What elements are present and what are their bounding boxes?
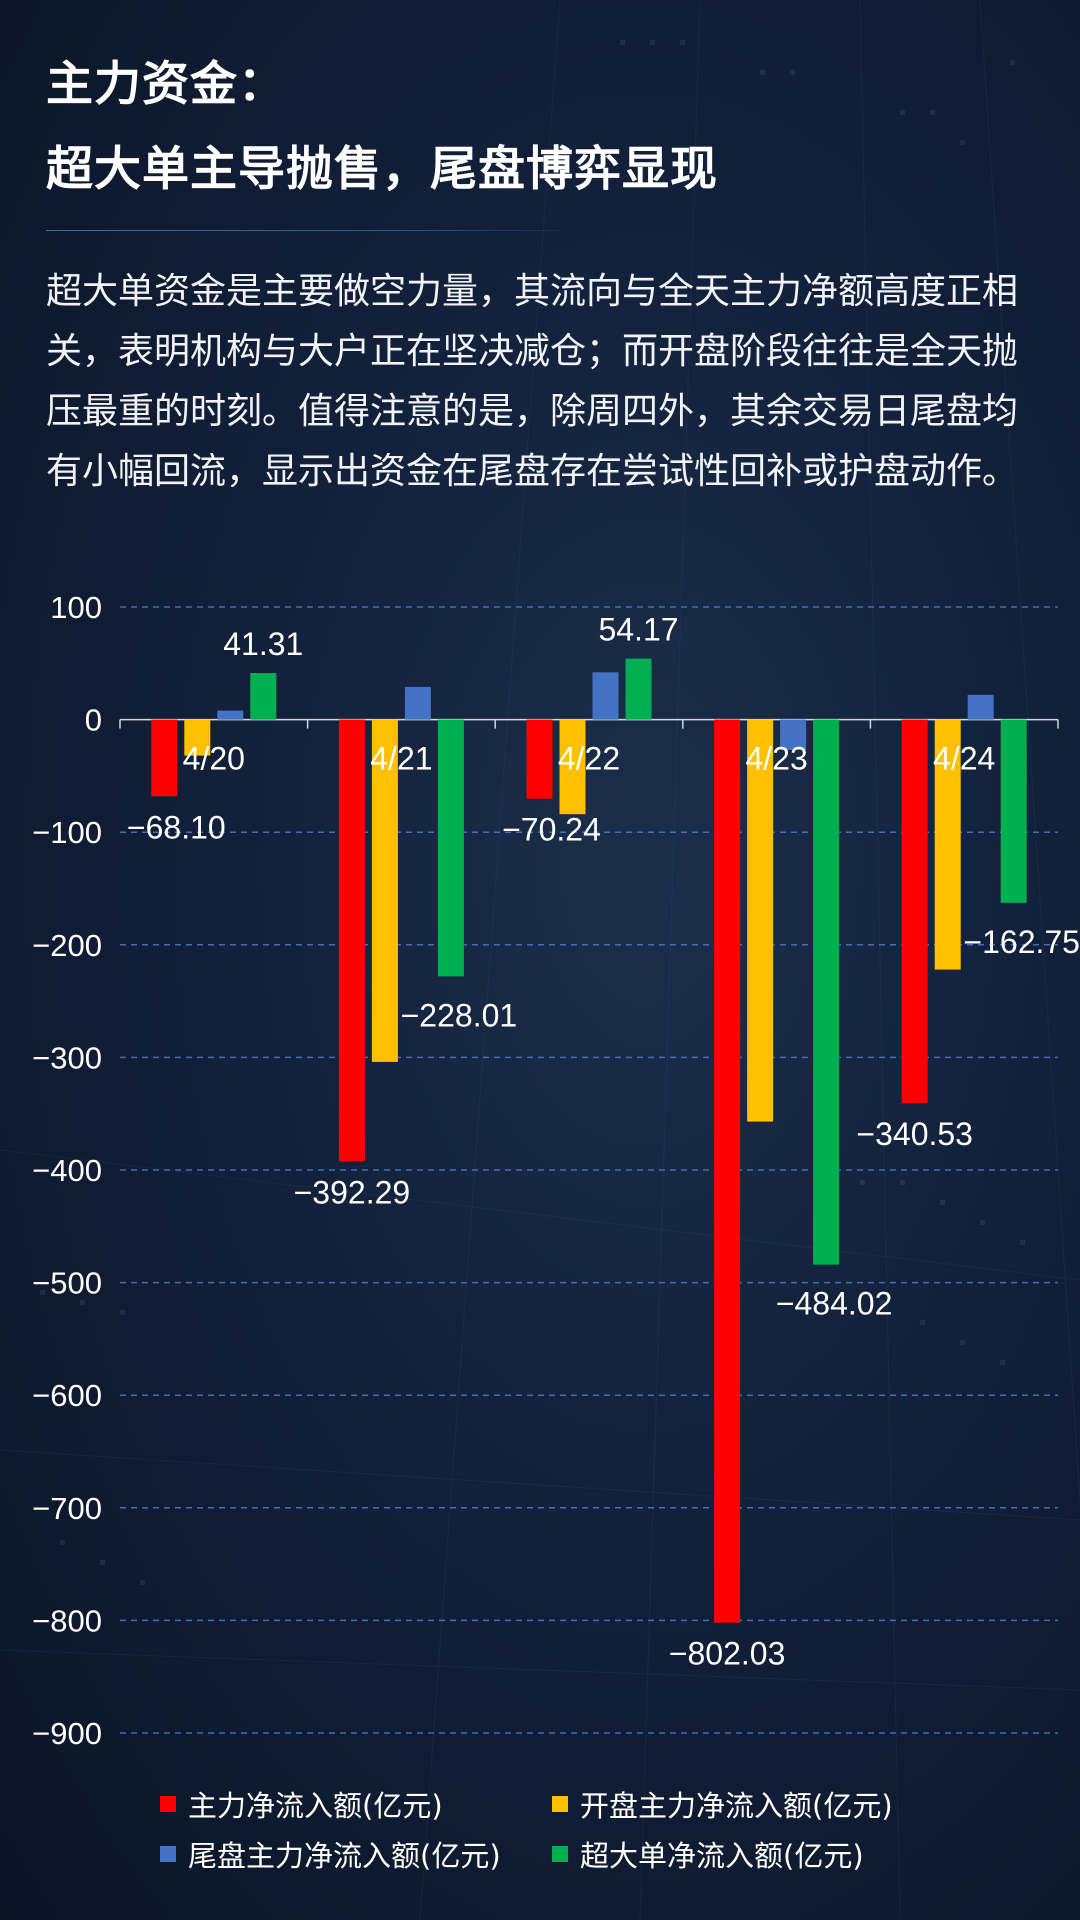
legend-item-open-net-inflow: 开盘主力净流入额(亿元) xyxy=(552,1783,893,1825)
legend-label: 开盘主力净流入额(亿元) xyxy=(580,1789,893,1823)
bar-1-4-20 xyxy=(184,719,211,756)
bar-1-4-21 xyxy=(371,719,398,1062)
data-label: −162.75 xyxy=(963,924,1080,960)
x-category-label: 4/23 xyxy=(745,741,807,777)
y-tick-label: −900 xyxy=(32,1716,102,1751)
y-tick-label: −600 xyxy=(32,1378,102,1413)
y-tick-label: −200 xyxy=(32,928,102,963)
data-label: −340.53 xyxy=(856,1116,973,1152)
description-paragraph: 超大单资金是主要做空力量，其流向与全天主力净额高度正相关，表明机构与大户正在坚决… xyxy=(46,271,1019,492)
bar-3-4-21 xyxy=(437,719,464,977)
y-tick-label: −100 xyxy=(32,815,102,850)
legend-swatch-red xyxy=(160,1796,176,1812)
bar-2-4-20 xyxy=(217,710,244,720)
legend-swatch-green xyxy=(552,1846,568,1862)
data-label: −228.01 xyxy=(401,997,518,1033)
x-category-label: 4/21 xyxy=(370,741,432,777)
page-title-line-1: 主力资金： xyxy=(46,57,286,112)
bar-3-4-22 xyxy=(625,658,652,720)
legend-label: 主力净流入额(亿元) xyxy=(188,1789,443,1823)
y-tick-label: 100 xyxy=(50,590,102,625)
legend-swatch-blue xyxy=(160,1846,176,1862)
bar-0-4-20 xyxy=(151,719,178,797)
legend-label: 超大单净流入额(亿元) xyxy=(580,1839,864,1873)
bar-0-4-22 xyxy=(526,719,553,799)
y-tick-label: −500 xyxy=(32,1266,102,1301)
bar-0-4-23 xyxy=(714,719,741,1623)
page-title-line-2: 超大单主导抛售，尾盘博弈显现 xyxy=(46,142,718,197)
bar-0-4-24 xyxy=(901,719,928,1104)
bar-2-4-22 xyxy=(592,672,619,720)
bar-1-4-23 xyxy=(747,719,774,1122)
y-tick-label: −700 xyxy=(32,1491,102,1526)
y-tick-label: −400 xyxy=(32,1153,102,1188)
bar-3-4-24 xyxy=(1000,719,1027,903)
bar-2-4-24 xyxy=(967,694,994,720)
bar-2-4-23 xyxy=(780,719,807,751)
x-category-label: 4/24 xyxy=(933,741,995,777)
data-label: −802.03 xyxy=(669,1636,786,1672)
x-category-label: 4/20 xyxy=(183,741,245,777)
bar-1-4-24 xyxy=(934,719,961,970)
bar-chart: 100 0 −100 −200 −300 −400 −500 −600 −700 −800 −900… xyxy=(32,590,1080,1751)
bar-3-4-23 xyxy=(813,719,840,1265)
data-label: −68.10 xyxy=(127,809,226,845)
bar-2-4-21 xyxy=(404,686,431,720)
bar-3-4-20 xyxy=(250,673,277,720)
data-label: 54.17 xyxy=(598,612,678,648)
data-label: −70.24 xyxy=(502,812,601,848)
data-label: −392.29 xyxy=(294,1174,411,1210)
bar-1-4-22 xyxy=(559,719,586,815)
x-category-label: 4/22 xyxy=(558,741,620,777)
y-tick-label: −300 xyxy=(32,1040,102,1075)
bar-0-4-21 xyxy=(338,719,365,1162)
y-tick-label: 0 xyxy=(85,703,102,738)
data-label: −484.02 xyxy=(776,1286,893,1322)
legend-item-main-net-inflow: 主力净流入额(亿元) xyxy=(160,1783,443,1825)
legend-label: 尾盘主力净流入额(亿元) xyxy=(188,1839,501,1873)
data-label: 41.31 xyxy=(223,626,303,662)
legend-swatch-yellow xyxy=(552,1796,568,1812)
legend-item-super-large-net-inflow: 超大单净流入额(亿元) xyxy=(552,1833,864,1875)
title-divider xyxy=(46,230,561,231)
y-tick-label: −800 xyxy=(32,1603,102,1638)
legend-item-close-net-inflow: 尾盘主力净流入额(亿元) xyxy=(160,1833,501,1875)
